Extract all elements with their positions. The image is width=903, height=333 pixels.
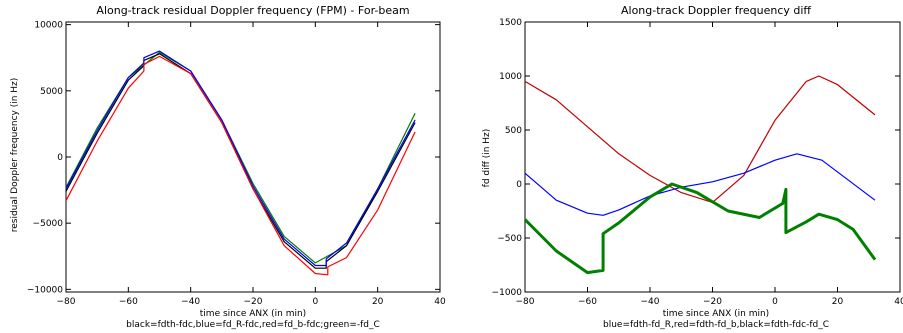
series-line-2 [65, 50, 416, 267]
x-tick-label: 20 [372, 297, 384, 307]
plot-area: −80 −60 −40 −20 0 20 40 −1000 −500 0 500 1000 1500 [492, 18, 903, 307]
caption: blue=fdth-fd_R,red=fdth-fd_b,black=fdth-… [603, 320, 829, 330]
y-tick-label: 500 [505, 126, 522, 136]
x-tick-label: 40 [434, 297, 446, 307]
y-tick-label: 10000 [34, 21, 63, 31]
x-tick-label: 20 [832, 297, 844, 307]
plot-frame [524, 21, 901, 293]
x-tick-label: −60 [578, 297, 597, 307]
plot-frame [65, 21, 441, 293]
x-axis-label: time since ANX (in min) [663, 309, 769, 319]
x-tick-label: −80 [516, 297, 535, 307]
doppler-diff-chart: Along-track Doppler frequency diff −80 −6… [482, 4, 903, 330]
chart-title: Along-track residual Doppler frequency (… [96, 4, 409, 17]
x-axis-label: time since ANX (in min) [200, 309, 306, 319]
series-line-2 [523, 182, 877, 275]
y-tick-label: 1000 [499, 72, 522, 82]
x-tick-label: −40 [181, 297, 200, 307]
x-tick-label: −20 [703, 297, 722, 307]
x-tick-label: 0 [772, 297, 778, 307]
y-axis-label: residual Doppler frequency (in Hz) [10, 78, 20, 233]
chart-title: Along-track Doppler frequency diff [621, 4, 811, 17]
caption: black=fdth-fdc,blue=fd_R-fdc,red=fd_b-fd… [126, 320, 380, 330]
x-tick-label: −80 [57, 297, 76, 307]
x-tick-label: 40 [894, 297, 903, 307]
y-tick-label: 0 [57, 153, 63, 163]
x-tick-label: −40 [641, 297, 660, 307]
series-line-1 [524, 153, 876, 216]
y-tick-label: 1500 [499, 18, 522, 28]
y-tick-label: −10000 [27, 285, 63, 295]
x-tick-label: −60 [119, 297, 138, 307]
y-tick-label: −1000 [492, 288, 523, 298]
y-tick-label: −5000 [33, 219, 64, 229]
residual-doppler-chart: Along-track residual Doppler frequency (… [10, 4, 446, 330]
x-tick-label: −20 [244, 297, 263, 307]
series-line-0 [65, 51, 416, 264]
y-axis-label: fd diff (in Hz) [482, 129, 492, 188]
y-tick-label: 5000 [40, 87, 63, 97]
series-line-3 [65, 55, 416, 276]
y-tick-label: −500 [497, 234, 522, 244]
x-tick-label: 0 [312, 297, 318, 307]
plot-area: −80 −60 −40 −20 0 20 40 −10000 −5000 0 5000 10000 [27, 21, 446, 307]
y-tick-label: 0 [516, 180, 522, 190]
